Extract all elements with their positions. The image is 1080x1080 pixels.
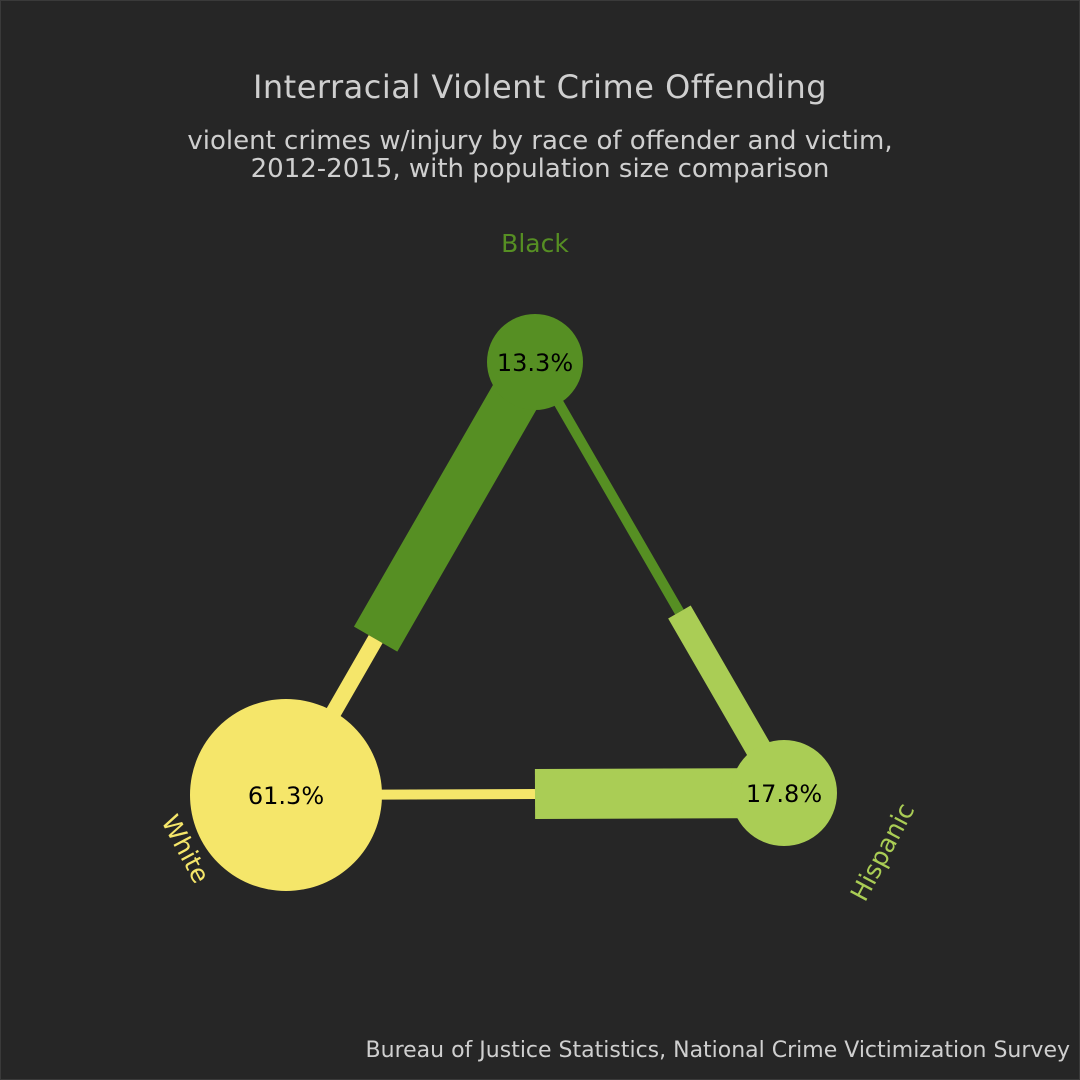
node-name-label-hispanic: Hispanic: [845, 798, 921, 906]
node-name-label-black: Black: [501, 229, 569, 258]
node-pct-label-white: 61.3%: [248, 782, 324, 810]
node-circle-black: [487, 314, 583, 410]
chart-title: Interracial Violent Crime Offending: [252, 68, 828, 106]
edge-white-hispanic-hispanic-segment: [534, 768, 785, 819]
node-pct-label-black: 13.3%: [497, 349, 573, 377]
chart-subtitle: violent crimes w/injury by race of offen…: [187, 126, 893, 184]
node-layer: [190, 314, 837, 891]
source-caption: Bureau of Justice Statistics, National C…: [365, 1038, 1070, 1063]
node-pct-label-hispanic: 17.8%: [746, 780, 822, 808]
edge-black-hispanic-black-segment: [530, 359, 684, 615]
edge-black-white-black-segment: [353, 349, 557, 652]
node-circle-hispanic: [731, 740, 837, 846]
node-circle-white: [190, 699, 382, 891]
